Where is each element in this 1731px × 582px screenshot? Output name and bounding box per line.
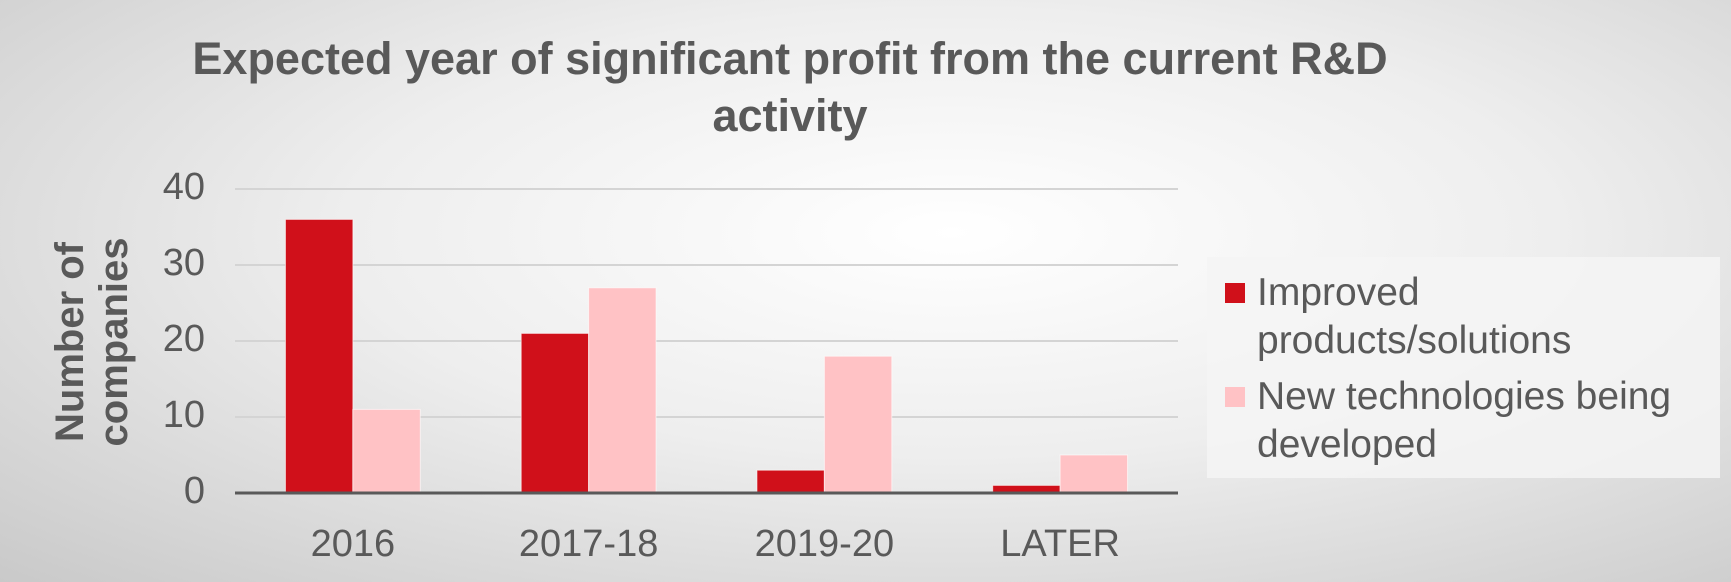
legend-label: Improved products/solutions (1257, 271, 1572, 362)
y-tick-label: 0 (184, 470, 205, 512)
x-tick-label: LATER (1000, 523, 1120, 565)
legend: Improved products/solutions New technolog… (1207, 257, 1720, 478)
bar (588, 287, 657, 494)
x-tick-label: 2016 (311, 523, 396, 565)
y-axis-label-line: companies (92, 238, 136, 447)
x-tick-label: 2017-18 (519, 523, 658, 565)
x-tick-label: 2019-20 (755, 523, 894, 565)
bar (756, 469, 825, 494)
bar (520, 332, 590, 494)
y-tick-label: 20 (163, 318, 205, 360)
legend-swatch (1225, 283, 1245, 303)
legend-entry: Improved products/solutions (1225, 269, 1710, 365)
chart-title: Expected year of significant profit from… (192, 33, 1388, 141)
bar (823, 355, 893, 494)
legend-swatch (1225, 387, 1245, 407)
y-tick-label: 30 (163, 242, 205, 284)
bar (1059, 454, 1129, 494)
bar (352, 408, 421, 494)
y-axis-label-line: Number of (48, 241, 92, 442)
y-axis-label: Number ofcompanies (48, 238, 136, 447)
y-tick-label: 10 (163, 394, 205, 436)
legend-label: New technologies being developed (1257, 375, 1672, 466)
bar (284, 218, 354, 494)
y-tick-label: 40 (163, 166, 205, 208)
legend-entry: New technologies being developed (1225, 373, 1710, 469)
